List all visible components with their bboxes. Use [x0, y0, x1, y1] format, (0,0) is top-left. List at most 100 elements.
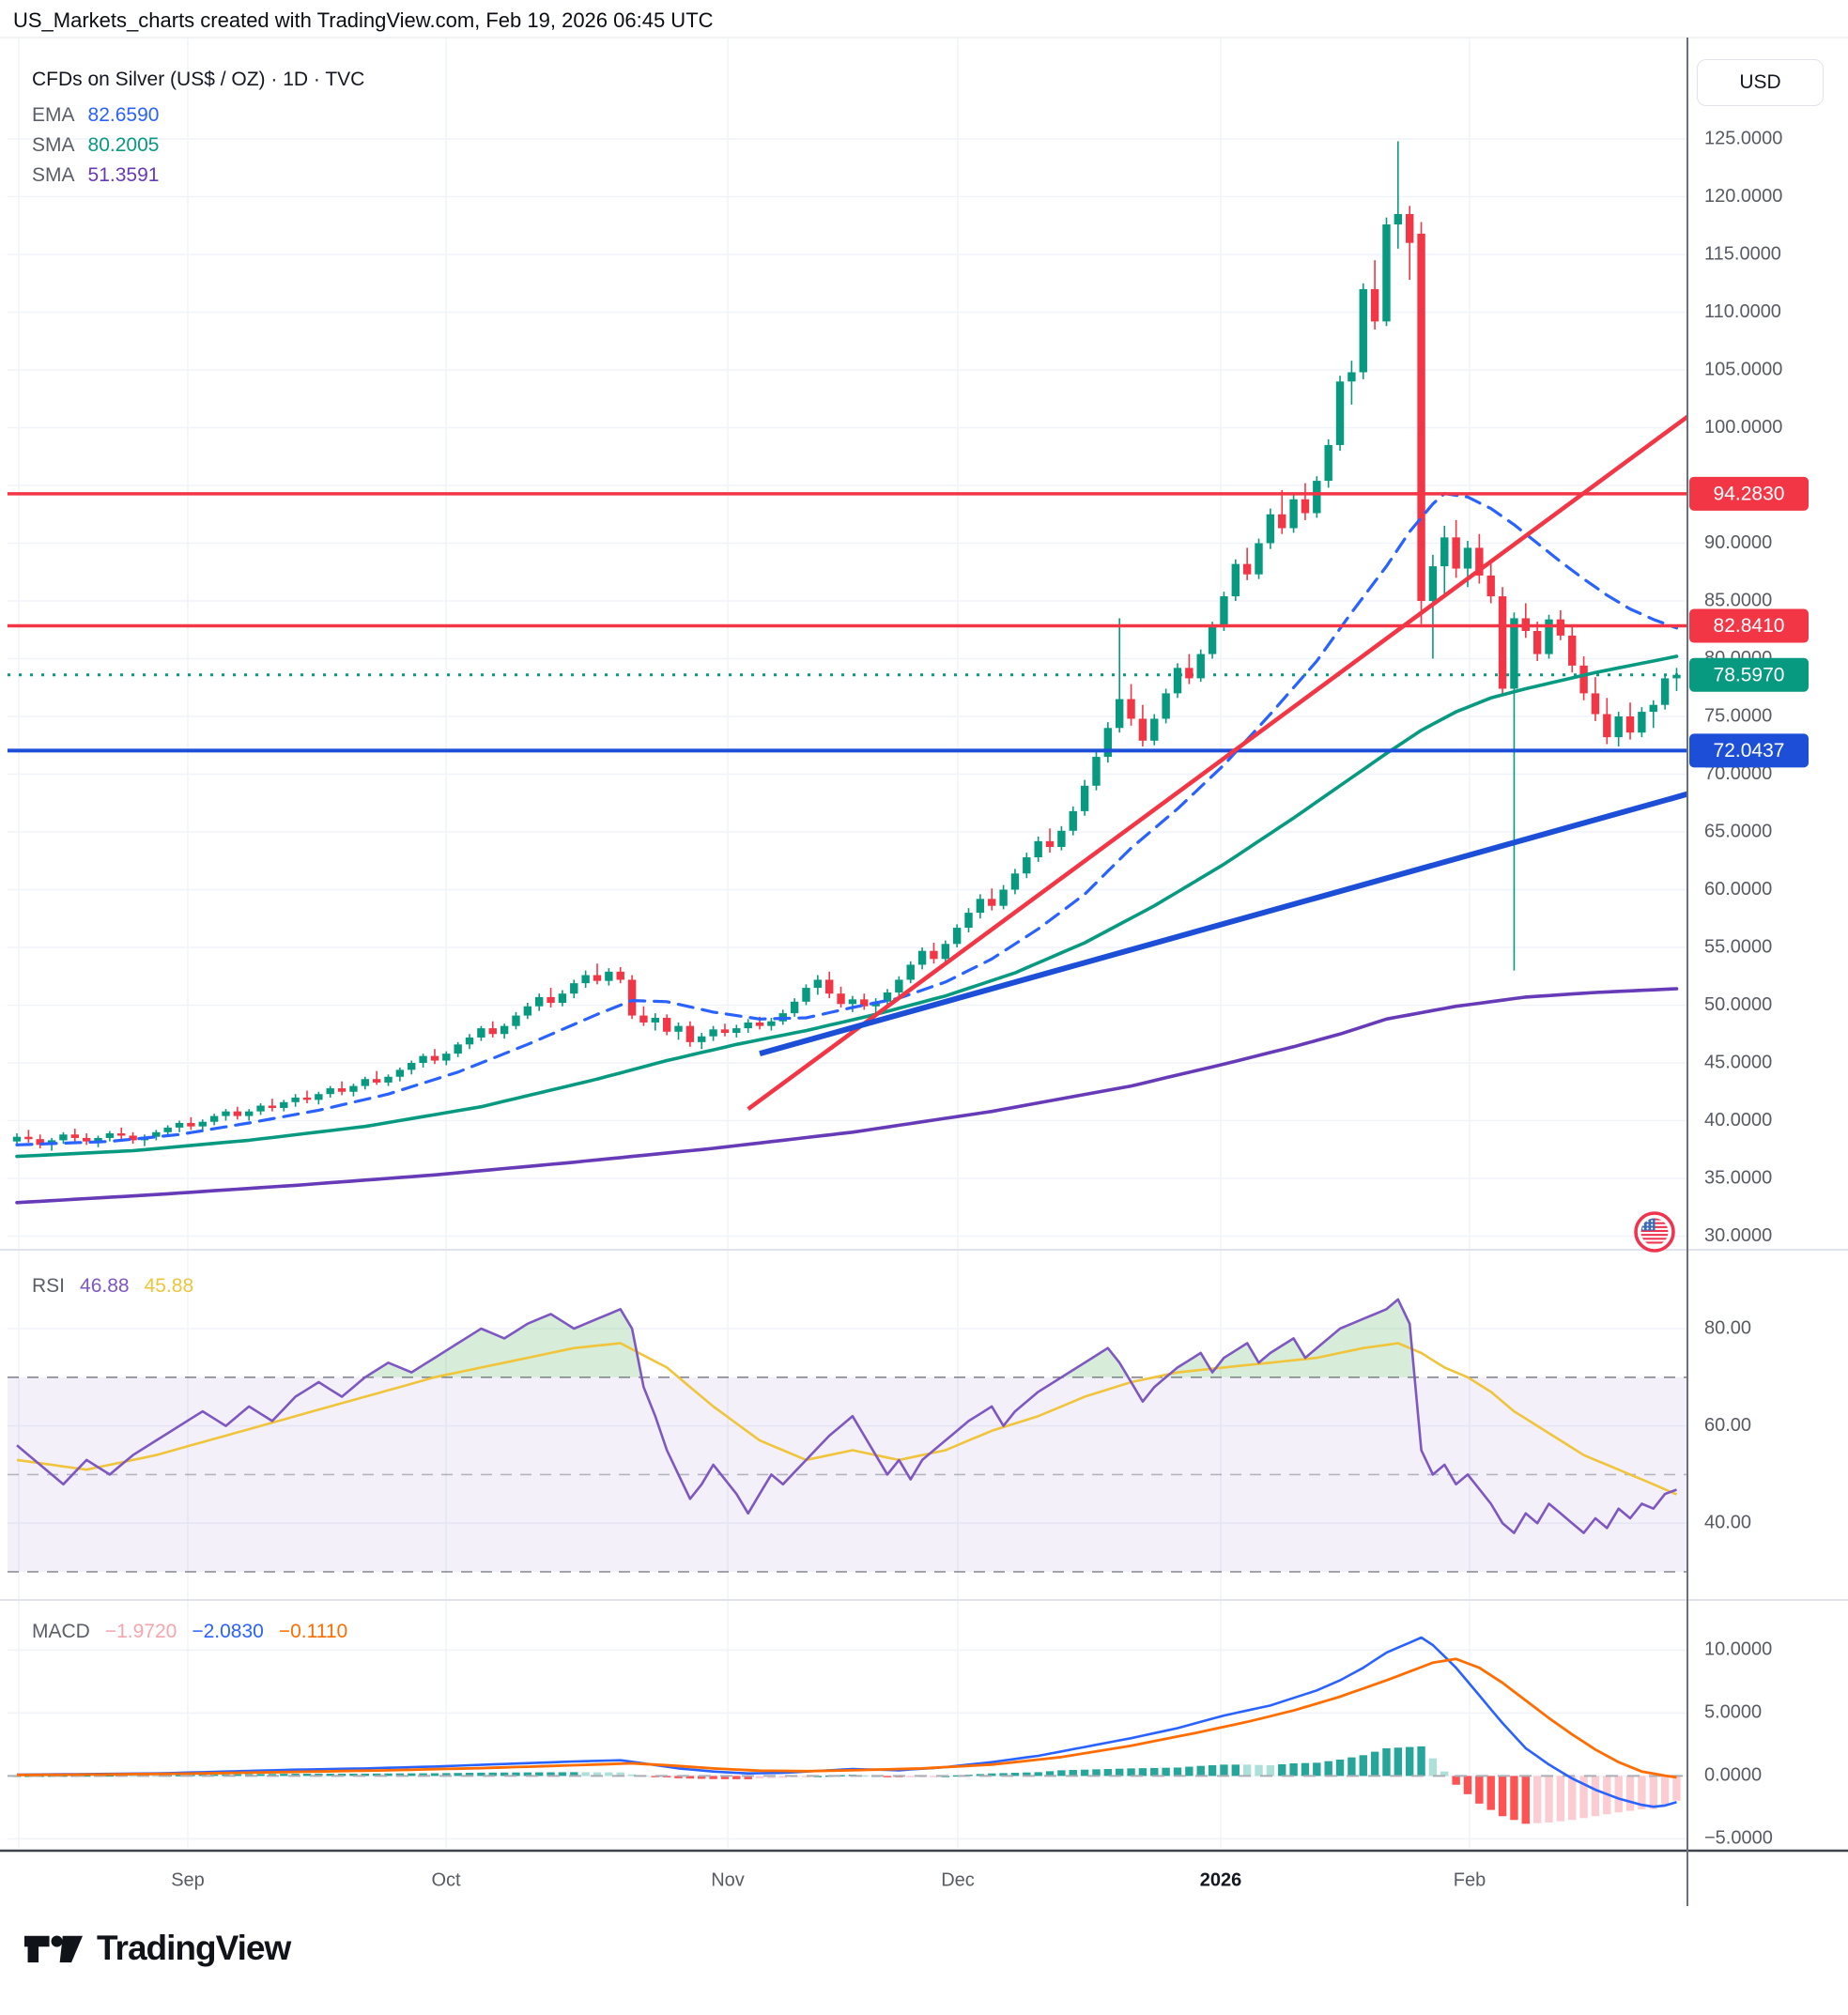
macd-histogram-bar — [1660, 1776, 1670, 1807]
price-tick-label: 125.0000 — [1704, 128, 1782, 148]
trendline-blue[interactable] — [759, 791, 1688, 1057]
candle-body — [1498, 596, 1507, 689]
candle-body — [1370, 288, 1379, 322]
macd-histogram-bar — [1162, 1767, 1170, 1777]
macd-tick-label: 0.0000 — [1704, 1765, 1762, 1786]
price-badge[interactable]: 94.2830 — [1689, 476, 1809, 511]
price-tick-label: 120.0000 — [1704, 186, 1782, 207]
macd-histogram-bar — [1150, 1767, 1159, 1777]
macd-histogram-bar — [605, 1772, 613, 1777]
candle-body — [1579, 665, 1588, 694]
legend-row-sma-slow[interactable]: SMA 51.3591 — [32, 161, 364, 191]
rsi-overbought-fill — [1165, 1299, 1415, 1377]
macd-histogram-bar — [906, 1776, 915, 1777]
macd-label: MACD — [32, 1621, 90, 1642]
macd-histogram-bar — [1394, 1747, 1403, 1777]
currency-usd-button[interactable]: USD — [1697, 59, 1824, 106]
candle-body — [361, 1079, 369, 1086]
candle-body — [1359, 288, 1367, 373]
macd-histogram-bar — [1382, 1747, 1391, 1777]
macd-histogram-bar — [82, 1775, 91, 1777]
candle-body — [1486, 575, 1495, 597]
candle-body — [1394, 213, 1403, 225]
candle-body — [1150, 718, 1159, 741]
macd-histogram-bar — [1196, 1765, 1205, 1777]
price-tick-label: 45.0000 — [1704, 1052, 1772, 1072]
macd-histogram-bar — [1278, 1764, 1286, 1777]
price-tick-label: 115.0000 — [1704, 243, 1781, 264]
candle-body — [454, 1044, 462, 1054]
macd-histogram-bar — [1614, 1776, 1623, 1813]
candle-body — [256, 1105, 265, 1112]
candle-body — [1069, 810, 1077, 831]
macd-histogram-bar — [1023, 1772, 1031, 1777]
macd-histogram-bar — [408, 1773, 416, 1777]
flag-star — [1646, 1220, 1649, 1223]
price-tick-label: 50.0000 — [1704, 994, 1772, 1015]
macd-histogram-bar — [1649, 1776, 1657, 1809]
macd-histogram-bar — [1335, 1759, 1345, 1777]
macd-histogram-bar — [698, 1776, 706, 1779]
macd-histogram-bar — [1532, 1776, 1542, 1823]
candle-body — [662, 1018, 671, 1032]
macd-histogram-bar — [465, 1773, 474, 1777]
candle-body — [1231, 563, 1240, 597]
macd-histogram-bar — [1301, 1762, 1310, 1777]
candle-body — [570, 983, 578, 994]
legend-row-sma-fast[interactable]: SMA 80.2005 — [32, 131, 364, 161]
trendline-red[interactable] — [747, 414, 1688, 1112]
candle-body — [1417, 233, 1425, 602]
price-badge-bg — [1689, 733, 1809, 768]
macd-histogram-bar — [291, 1773, 300, 1777]
candle-body — [349, 1085, 358, 1092]
macd-histogram-bar — [512, 1772, 520, 1777]
macd-histogram-bar — [523, 1772, 532, 1777]
candle-body — [187, 1122, 195, 1127]
macd-histogram-bar — [1591, 1776, 1600, 1817]
macd-histogram-bar — [593, 1772, 602, 1777]
time-axis-scale[interactable] — [0, 1852, 1848, 1906]
price-tick-label: 40.0000 — [1704, 1110, 1772, 1131]
macd-histogram-bar — [59, 1775, 68, 1777]
macd-histogram-bar — [1521, 1776, 1530, 1824]
candle-body — [883, 992, 892, 1002]
legend-row-ema[interactable]: EMA 82.6590 — [32, 100, 364, 131]
macd-histogram-bar — [755, 1776, 764, 1779]
macd-histogram-bar — [651, 1776, 659, 1777]
candle-body — [917, 950, 927, 965]
macd-histogram-bar — [1045, 1771, 1055, 1777]
candle-body — [1625, 716, 1635, 733]
main-chart-pane[interactable] — [8, 38, 1687, 1251]
candle-body — [651, 1018, 659, 1023]
macd-histogram-bar — [1231, 1764, 1240, 1777]
candle-body — [1173, 668, 1182, 694]
candle-body — [988, 899, 996, 906]
sma-fast-label: SMA — [32, 134, 75, 156]
price-badge[interactable]: 82.8410 — [1689, 608, 1809, 643]
macd-histogram-bar — [1080, 1769, 1089, 1777]
flag-stripe — [1640, 1229, 1669, 1233]
footer-brand[interactable]: TradingView — [24, 1927, 291, 1970]
rsi-panel-group — [16, 1298, 1678, 1534]
candle-body — [837, 993, 845, 1005]
macd-histogram-bar — [802, 1776, 810, 1777]
price-tick-label: 65.0000 — [1704, 821, 1772, 841]
macd-histogram-bar — [1545, 1776, 1553, 1823]
macd-line-value: −2.0830 — [192, 1621, 264, 1642]
rsi-band — [8, 1377, 1687, 1572]
macd-histogram-bar — [1556, 1776, 1565, 1822]
rsi-legend[interactable]: RSI 46.88 45.88 — [32, 1275, 193, 1298]
rsi-label: RSI — [32, 1275, 66, 1297]
price-badge[interactable]: 72.0437 — [1689, 733, 1809, 768]
tradingview-wordmark: TradingView — [97, 1929, 291, 1967]
macd-legend[interactable]: MACD −1.9720 −2.0830 −0.1110 — [32, 1621, 347, 1643]
candle-body — [1463, 547, 1472, 569]
price-badge-text: 94.2830 — [1714, 483, 1785, 504]
rsi-overbought-fill — [364, 1309, 642, 1377]
symbol-title[interactable]: CFDs on Silver (US$ / OZ) · 1D · TVC — [32, 69, 365, 90]
macd-histogram-bar — [209, 1774, 219, 1777]
macd-histogram-bar — [1510, 1776, 1518, 1821]
price-badge[interactable]: 78.5970 — [1689, 657, 1809, 692]
